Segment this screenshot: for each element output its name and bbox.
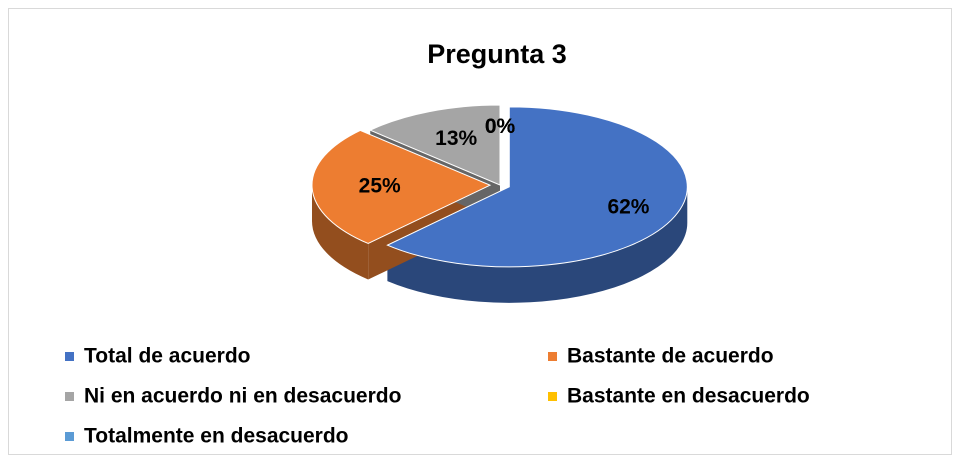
pie-slice — [386, 106, 688, 268]
legend-label: Total de acuerdo — [84, 345, 250, 368]
pie-tops — [311, 104, 688, 268]
legend-swatch — [65, 432, 74, 441]
pie-slice — [369, 104, 501, 186]
pie-slice-wall — [312, 185, 369, 280]
legend-swatch — [65, 352, 74, 361]
legend-swatch — [65, 392, 74, 401]
chart-title: Pregunta 3 — [427, 39, 567, 69]
data-label: 0% — [485, 115, 516, 138]
data-label: 0% — [485, 115, 516, 138]
legend-swatch — [548, 352, 557, 361]
pie-slice — [311, 129, 492, 245]
legend-label: Totalmente en desacuerdo — [84, 425, 349, 448]
legend-label: Ni en acuerdo ni en desacuerdo — [84, 385, 401, 408]
pie-slice-wall — [387, 186, 688, 303]
legend-label: Bastante en desacuerdo — [567, 385, 810, 408]
data-label: 13% — [435, 127, 477, 150]
data-label: 25% — [359, 174, 401, 197]
data-label: 62% — [607, 196, 649, 219]
legend-swatch — [548, 392, 557, 401]
legend-label: Bastante de acuerdo — [567, 345, 774, 368]
